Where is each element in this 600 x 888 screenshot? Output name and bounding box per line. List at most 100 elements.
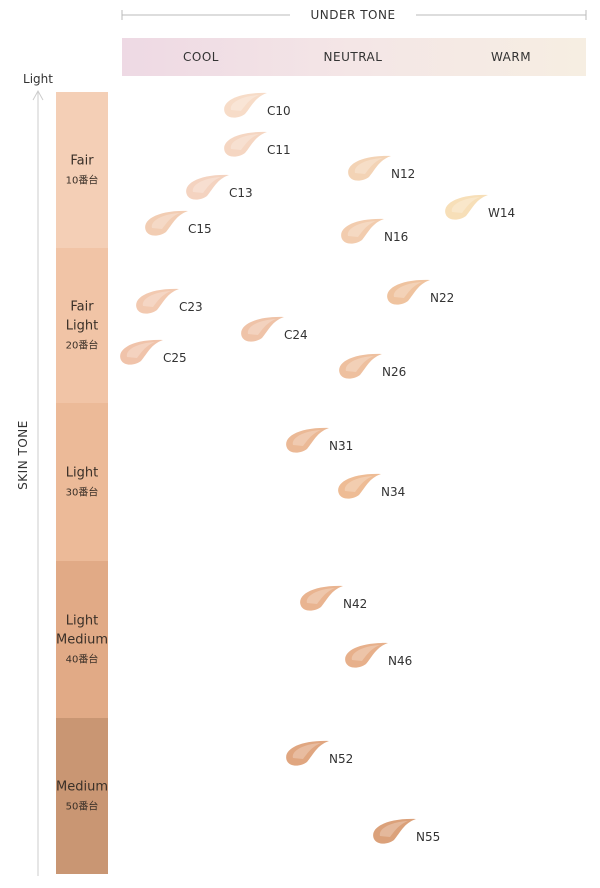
swatch: [286, 740, 329, 766]
band-code: 50番台: [66, 800, 99, 813]
skin-band: [56, 561, 108, 718]
swatch-label: W14: [488, 206, 515, 220]
swatch: [286, 427, 329, 453]
swatch-highlight: [192, 177, 221, 193]
swatch: [339, 353, 382, 379]
swatch-stroke: [145, 210, 188, 236]
swatch: [341, 218, 384, 244]
band-label: Fair: [70, 300, 94, 315]
swatch-highlight: [292, 430, 321, 446]
swatch-label: C11: [267, 143, 291, 157]
header-title: UNDER TONE: [310, 8, 395, 22]
swatch-highlight: [126, 342, 155, 358]
column-label: NEUTRAL: [324, 50, 383, 64]
skin-band: [56, 248, 108, 403]
column-label: WARM: [491, 50, 531, 64]
swatch-label: N16: [384, 230, 408, 244]
axis-label: SKIN TONE: [16, 420, 30, 490]
swatch-label: N31: [329, 439, 353, 453]
swatch-highlight: [379, 821, 408, 837]
swatch: [338, 473, 381, 499]
swatch-label: C15: [188, 222, 212, 236]
swatch-label: N42: [343, 597, 367, 611]
swatch: [241, 316, 284, 342]
band-label: Light: [66, 614, 98, 629]
band-code: 20番台: [66, 339, 99, 352]
swatch-highlight: [451, 197, 480, 213]
swatch-stroke: [186, 174, 229, 200]
band-code: 40番台: [66, 653, 99, 666]
swatch-stroke: [300, 585, 343, 611]
swatch-stroke: [286, 427, 329, 453]
swatch-stroke: [224, 92, 267, 118]
swatch-label: C25: [163, 351, 187, 365]
band-label: Fair: [70, 154, 94, 169]
swatch-stroke: [345, 642, 388, 668]
swatch-label: N52: [329, 752, 353, 766]
bands: Fair 10番台 Fair Light 20番台 Light 30番台 Light Mediu…: [56, 92, 108, 874]
swatch-stroke: [241, 316, 284, 342]
band-label: Light: [66, 466, 98, 481]
swatch: [224, 131, 267, 157]
swatch-highlight: [230, 95, 259, 111]
swatch: [300, 585, 343, 611]
swatch-stroke: [136, 288, 179, 314]
swatch: [373, 818, 416, 844]
swatches: C10 C11 C13 C15 N12 W14 N16 C23 N22 C24 C25 N26 N31 N…: [120, 92, 515, 844]
swatch-highlight: [354, 158, 383, 174]
swatch: [120, 339, 163, 365]
swatch-label: N26: [382, 365, 406, 379]
swatch: [145, 210, 188, 236]
swatch-highlight: [230, 134, 259, 150]
swatch-stroke: [348, 155, 391, 181]
axis-top-label: Light: [23, 72, 53, 86]
swatch-highlight: [344, 476, 373, 492]
swatch: [186, 174, 229, 200]
swatch-label: C23: [179, 300, 203, 314]
column-label: COOL: [183, 50, 219, 64]
swatch-highlight: [142, 291, 171, 307]
swatch-highlight: [393, 282, 422, 298]
skin-band: [56, 92, 108, 248]
swatch-stroke: [387, 279, 430, 305]
skin-band: [56, 718, 108, 874]
swatch-highlight: [347, 221, 376, 237]
swatch: [387, 279, 430, 305]
band-code: 30番台: [66, 486, 99, 499]
swatch-stroke: [341, 218, 384, 244]
skin-band: [56, 403, 108, 561]
swatch-stroke: [120, 339, 163, 365]
swatch-label: C13: [229, 186, 253, 200]
swatch-highlight: [306, 588, 335, 604]
undertone-bar: [122, 38, 586, 76]
band-label: Medium: [56, 633, 108, 648]
swatch-label: N22: [430, 291, 454, 305]
swatch: [445, 194, 488, 220]
swatch-label: N12: [391, 167, 415, 181]
swatch-stroke: [224, 131, 267, 157]
swatch: [224, 92, 267, 118]
swatch-label: C24: [284, 328, 308, 342]
band-label: Light: [66, 319, 98, 334]
swatch-stroke: [445, 194, 488, 220]
swatch-stroke: [286, 740, 329, 766]
swatch-highlight: [292, 743, 321, 759]
swatch-highlight: [247, 319, 276, 335]
swatch: [348, 155, 391, 181]
swatch-highlight: [351, 645, 380, 661]
axis-mask: [16, 410, 30, 500]
swatch-label: C10: [267, 104, 291, 118]
swatch-label: N34: [381, 485, 405, 499]
swatch: [345, 642, 388, 668]
band-code: 10番台: [66, 174, 99, 187]
axis-arrow: [32, 89, 44, 101]
band-label: Medium: [56, 780, 108, 795]
swatch-label: N46: [388, 654, 412, 668]
swatch-label: N55: [416, 830, 440, 844]
swatch-stroke: [338, 473, 381, 499]
swatch-highlight: [345, 356, 374, 372]
swatch-highlight: [151, 213, 180, 229]
swatch-stroke: [339, 353, 382, 379]
swatch: [136, 288, 179, 314]
